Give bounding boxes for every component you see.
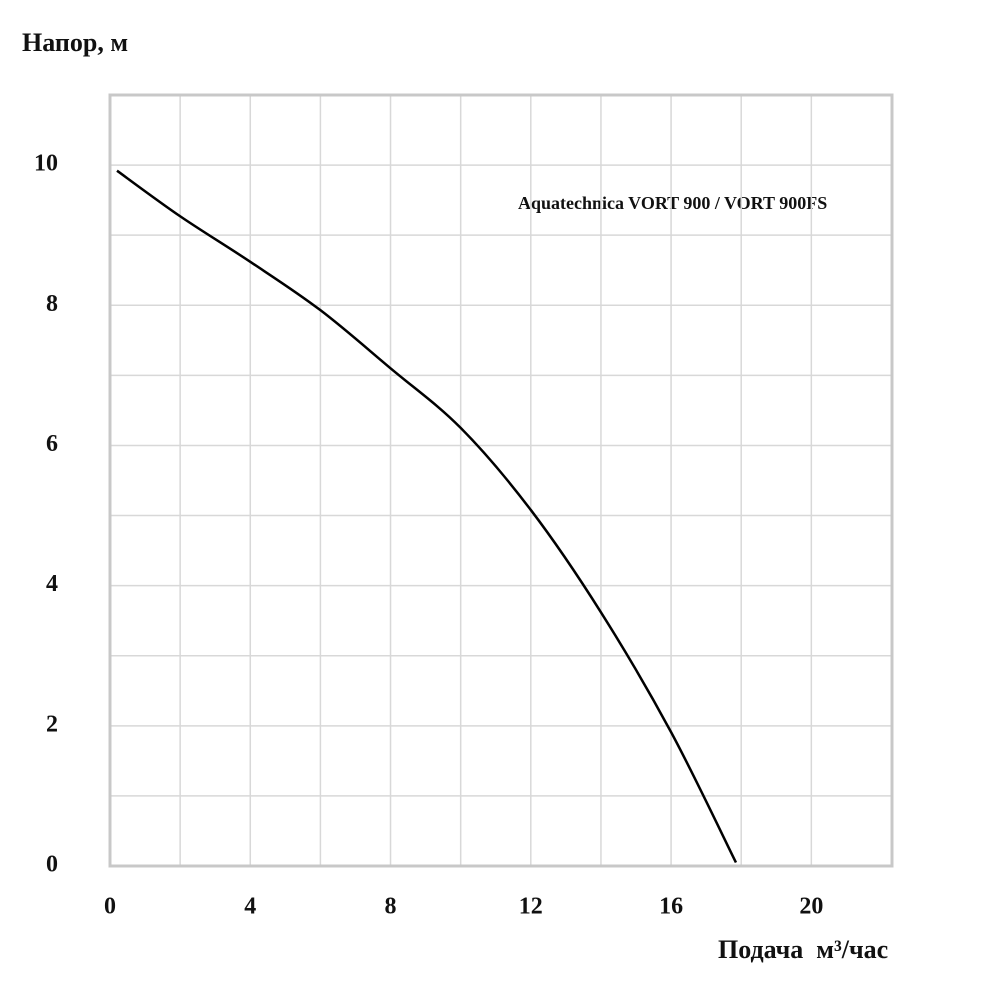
x-tick-label: 20: [799, 894, 823, 920]
x-tick-label: 16: [659, 894, 683, 920]
x-tick-label: 0: [104, 894, 116, 920]
x-tick-label: 4: [244, 894, 256, 920]
curve: [116, 169, 738, 864]
y-tick-label: 2: [46, 711, 58, 737]
y-tick-label: 8: [46, 291, 58, 317]
y-axis-label: Напор, м: [22, 28, 128, 57]
y-tick-label: 6: [46, 431, 58, 457]
x-axis-label: Подача м³/час: [718, 935, 888, 964]
y-tick-label: 4: [46, 571, 58, 597]
y-tick-label: 10: [34, 151, 58, 177]
y-tick-label: 0: [46, 852, 58, 878]
x-tick-label: 8: [385, 894, 397, 920]
x-tick-label: 12: [519, 894, 543, 920]
plot-border: [108, 93, 894, 868]
annotation: Aquatechnica VORT 900 / VORT 900FS: [518, 193, 827, 213]
